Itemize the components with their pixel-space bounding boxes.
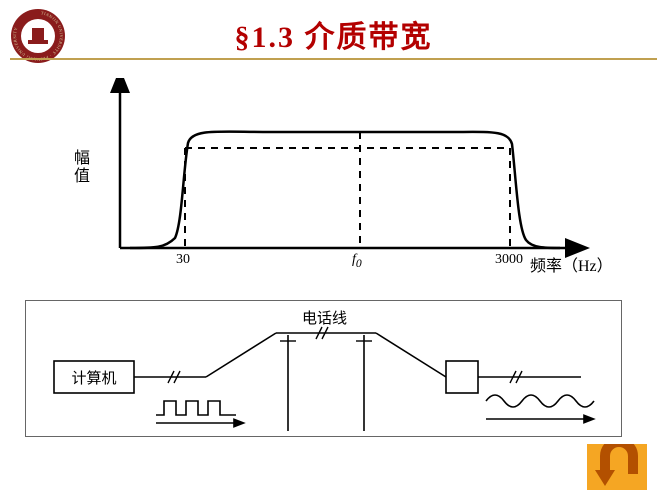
- x-axis-label: 频率（Hz）: [530, 252, 610, 276]
- tick-30: 30: [176, 252, 190, 268]
- computer-label: 计算机: [62, 367, 126, 388]
- trapezoid-right: [376, 333, 446, 377]
- y-axis-label-1: 幅: [74, 150, 90, 168]
- trapezoid-left: [206, 333, 276, 377]
- phone-line-label: 电话线: [302, 307, 347, 328]
- return-arrow-icon: [605, 444, 633, 474]
- bandwidth-chart: 幅 值 频率（Hz） 30 f0 3000: [70, 78, 610, 288]
- title-underline: [10, 58, 657, 60]
- tick-3000: 3000: [495, 252, 523, 268]
- y-axis-label-2: 值: [74, 168, 90, 186]
- analog-signal: [486, 395, 594, 407]
- return-button[interactable]: [587, 444, 647, 490]
- transmission-diagram: 计算机 电话线: [25, 300, 622, 437]
- digital-signal: [156, 401, 236, 415]
- modem-box: [446, 361, 478, 393]
- page-title: §1.3 介质带宽: [0, 12, 667, 56]
- tick-f0: f0: [352, 252, 362, 270]
